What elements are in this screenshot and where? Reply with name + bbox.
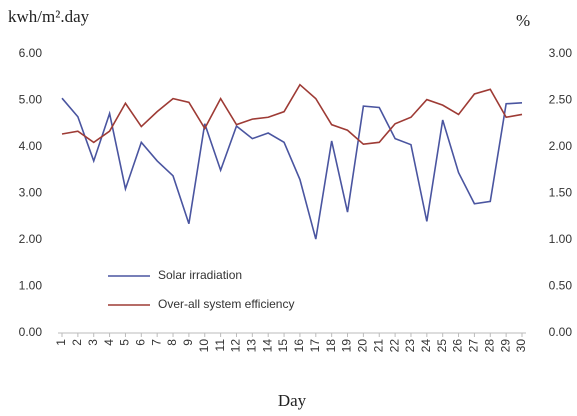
x-tick-label: 13 (245, 339, 259, 353)
x-tick-label: 9 (181, 339, 195, 346)
x-tick-label: 19 (340, 339, 354, 353)
x-axis-title: Day (278, 391, 307, 410)
x-tick-label: 3 (86, 339, 100, 346)
x-tick-label: 21 (371, 339, 385, 353)
x-tick-label: 7 (149, 339, 163, 346)
y2-axis-title: % (516, 11, 530, 30)
x-tick-label: 18 (324, 339, 338, 353)
x-tick-label: 17 (308, 339, 322, 353)
x-tick-label: 12 (229, 339, 243, 353)
y2-tick-label: 1.50 (549, 186, 573, 200)
y2-tick-label: 2.50 (549, 93, 573, 107)
x-tick-label: 14 (260, 339, 274, 353)
y2-tick-label: 0.00 (549, 325, 573, 339)
x-tick-label: 10 (197, 339, 211, 353)
series-line (61, 83, 523, 146)
y-tick-label: 2.00 (19, 232, 43, 246)
x-tick-label: 11 (213, 339, 227, 352)
y2-tick-label: 1.00 (549, 232, 573, 246)
y-tick-label: 5.00 (19, 93, 43, 107)
x-tick-label: 20 (356, 339, 370, 353)
x-tick-label: 6 (133, 339, 147, 346)
y-tick-label: 1.00 (19, 279, 43, 293)
x-tick-label: 16 (292, 339, 306, 353)
x-tick-label: 27 (467, 339, 481, 353)
x-tick-label: 25 (435, 339, 449, 353)
x-tick-label: 29 (498, 339, 512, 353)
legend-label: Over-all system efficiency (158, 297, 294, 311)
y-tick-label: 6.00 (19, 46, 43, 60)
x-tick-label: 22 (387, 339, 401, 353)
y2-tick-label: 0.50 (549, 279, 573, 293)
x-tick-label: 2 (70, 339, 84, 346)
x-tick-label: 26 (451, 339, 465, 353)
x-tick-label: 4 (102, 339, 116, 346)
x-tick-label: 5 (118, 339, 132, 346)
x-tick-label: 24 (419, 339, 433, 353)
x-tick-label: 15 (276, 339, 290, 353)
x-tick-label: 23 (403, 339, 417, 353)
y2-tick-label: 2.00 (549, 139, 573, 153)
x-tick-label: 8 (165, 339, 179, 346)
x-tick-label: 28 (482, 339, 496, 353)
y-axis-title: kwh/m².day (8, 7, 90, 26)
y2-tick-label: 3.00 (549, 46, 573, 60)
y-tick-label: 4.00 (19, 139, 43, 153)
x-tick-label: 30 (514, 339, 528, 353)
legend-label: Solar irradiation (158, 268, 242, 282)
x-tick-label: 1 (54, 339, 68, 346)
y-tick-label: 0.00 (19, 325, 43, 339)
y-tick-label: 3.00 (19, 186, 43, 200)
series-line (61, 97, 523, 240)
